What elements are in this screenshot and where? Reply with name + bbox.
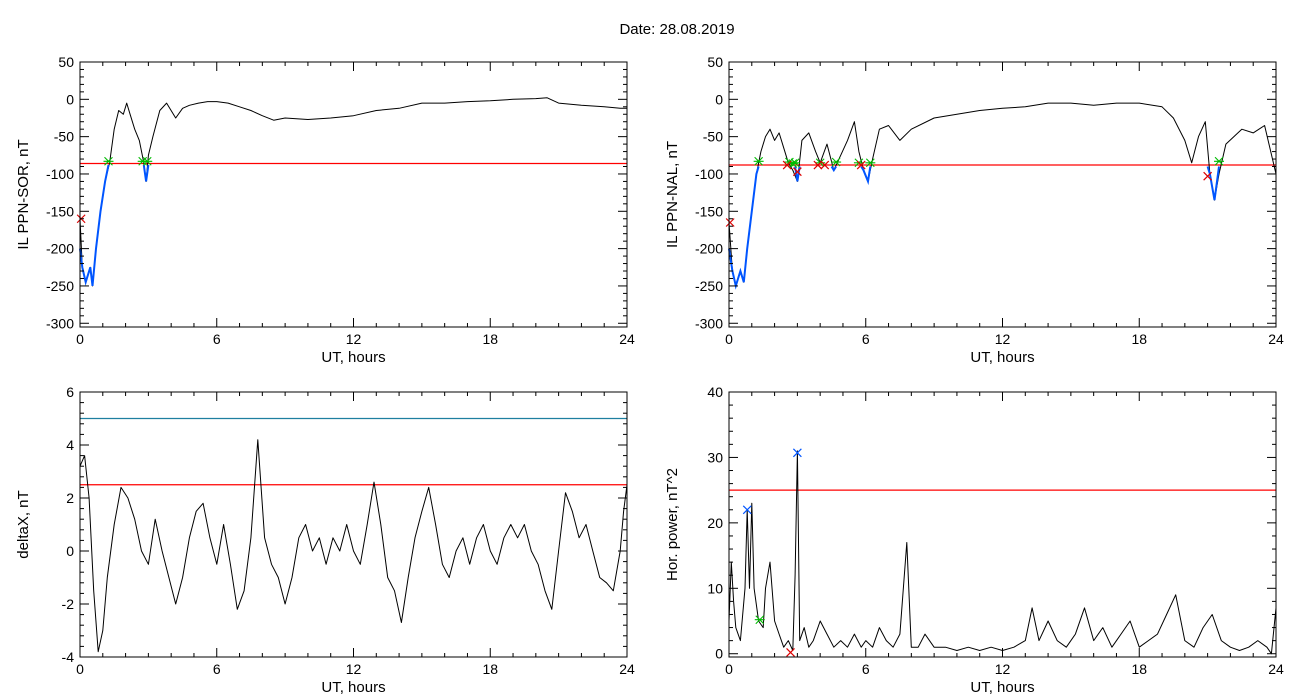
y-tick-label: -50 <box>54 129 74 145</box>
y-tick-label: 6 <box>66 384 74 400</box>
x-tick-label: 6 <box>862 331 870 347</box>
event-peak-marker <box>725 218 735 227</box>
y-tick-label: 50 <box>707 54 723 70</box>
x-tick-label: 12 <box>995 331 1011 347</box>
series-line <box>728 450 1277 655</box>
event-start-marker <box>753 156 764 166</box>
event-peak-marker <box>792 167 802 177</box>
event-peak-marker <box>820 160 830 170</box>
event-start-marker <box>1214 156 1225 166</box>
panel-hor-power: 0 6 12 18 24 0 10 20 30 40 UT, hours Hor. power, nT… <box>664 384 1284 696</box>
y-tick-label: -100 <box>695 166 723 182</box>
highlight-segment <box>142 164 150 182</box>
y-tick-label: 50 <box>58 54 74 70</box>
y-tick-label: 40 <box>707 384 723 400</box>
plot-frame <box>728 391 1277 658</box>
y-tick-label: -200 <box>695 241 723 257</box>
y-axis-label: IL PPN-NAL, nT <box>664 141 681 248</box>
event-start-marker <box>831 157 842 167</box>
y-tick-label: 4 <box>66 437 74 453</box>
event-peak-marker <box>1203 171 1213 181</box>
y-tick-label: -4 <box>62 649 75 665</box>
x-tick-label: 12 <box>995 661 1011 677</box>
x-tick-label: 6 <box>862 661 870 677</box>
panel-ppn-sor: 0 6 12 18 24 -300 -250 -200 -150 -100 -50 0 50 UT, ho… <box>15 54 635 366</box>
y-tick-label: 10 <box>707 580 723 596</box>
x-tick-label: 0 <box>76 331 84 347</box>
y-axis-label: IL PPN-SOR, nT <box>15 139 32 249</box>
x-tick-label: 24 <box>1268 661 1284 677</box>
highlight-segment <box>728 166 760 290</box>
event-start-marker <box>865 158 876 168</box>
event-peak-marker <box>786 647 795 657</box>
x-tick-label: 24 <box>619 331 635 347</box>
y-tick-label: 0 <box>66 543 74 559</box>
highlight-segment <box>1206 166 1220 201</box>
y-tick-label: 0 <box>715 646 723 662</box>
x-tick-label: 0 <box>76 661 84 677</box>
y-tick-label: -300 <box>695 315 723 331</box>
y-axis-label: Hor. power, nT^2 <box>664 468 681 581</box>
y-tick-label: -100 <box>46 166 74 182</box>
y-tick-label: -150 <box>46 203 74 219</box>
x-tick-label: 18 <box>1131 331 1147 347</box>
page-title: Date: 28.08.2019 <box>619 21 734 38</box>
y-tick-label: 0 <box>715 91 723 107</box>
y-tick-label: -300 <box>46 315 74 331</box>
y-tick-label: -250 <box>695 278 723 294</box>
x-axis-label: UT, hours <box>970 679 1034 696</box>
y-tick-label: -250 <box>46 278 74 294</box>
x-tick-label: 12 <box>346 331 362 347</box>
x-tick-label: 18 <box>482 331 498 347</box>
y-tick-label: 2 <box>66 490 74 506</box>
event-peak-marker <box>856 160 866 170</box>
y-tick-label: 0 <box>66 91 74 107</box>
plot-frame <box>79 391 628 658</box>
x-tick-label: 6 <box>213 661 221 677</box>
peak-marker <box>792 448 802 458</box>
x-axis-label: UT, hours <box>970 349 1034 366</box>
x-tick-label: 12 <box>346 661 362 677</box>
x-tick-label: 0 <box>725 661 733 677</box>
y-tick-label: -2 <box>62 596 75 612</box>
event-start-marker <box>103 156 114 166</box>
x-tick-label: 0 <box>725 331 733 347</box>
event-peak-marker <box>813 160 823 170</box>
x-tick-label: 24 <box>619 661 635 677</box>
peak-marker <box>742 505 752 515</box>
y-tick-label: 30 <box>707 449 723 465</box>
x-tick-label: 18 <box>1131 661 1147 677</box>
y-tick-label: -200 <box>46 241 74 257</box>
event-start-marker <box>142 156 153 166</box>
y-axis-label: deltaX, nT <box>15 490 32 558</box>
panel-ppn-nal: 0 6 12 18 24 -300 -250 -200 -150 -100 -50 0 50 UT, ho… <box>664 54 1284 366</box>
x-axis-label: UT, hours <box>321 679 385 696</box>
plot-frame <box>728 61 1277 328</box>
event-start-marker <box>754 615 765 625</box>
y-tick-label: -50 <box>703 129 723 145</box>
x-tick-label: 18 <box>482 661 498 677</box>
y-tick-label: 20 <box>707 515 723 531</box>
series-line <box>79 97 627 287</box>
plot-frame <box>79 61 628 328</box>
x-tick-label: 6 <box>213 331 221 347</box>
event-peak-marker <box>782 160 792 170</box>
highlight-segment <box>830 165 837 173</box>
series-line <box>728 102 1277 287</box>
x-tick-label: 24 <box>1268 331 1284 347</box>
highlight-segment <box>794 166 801 182</box>
highlight-segment <box>860 165 872 186</box>
event-start-marker <box>790 158 801 168</box>
x-axis-label: UT, hours <box>321 349 385 366</box>
series-line <box>79 439 628 653</box>
highlight-segment <box>79 164 110 287</box>
y-tick-label: -150 <box>695 203 723 219</box>
